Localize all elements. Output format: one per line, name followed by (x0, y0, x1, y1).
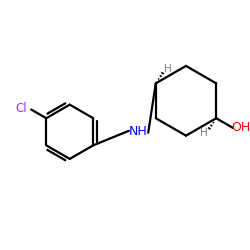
Text: NH: NH (129, 125, 148, 138)
Text: H: H (200, 128, 207, 138)
Text: OH: OH (231, 122, 250, 134)
Text: H: H (164, 64, 172, 74)
Text: Cl: Cl (16, 102, 27, 115)
